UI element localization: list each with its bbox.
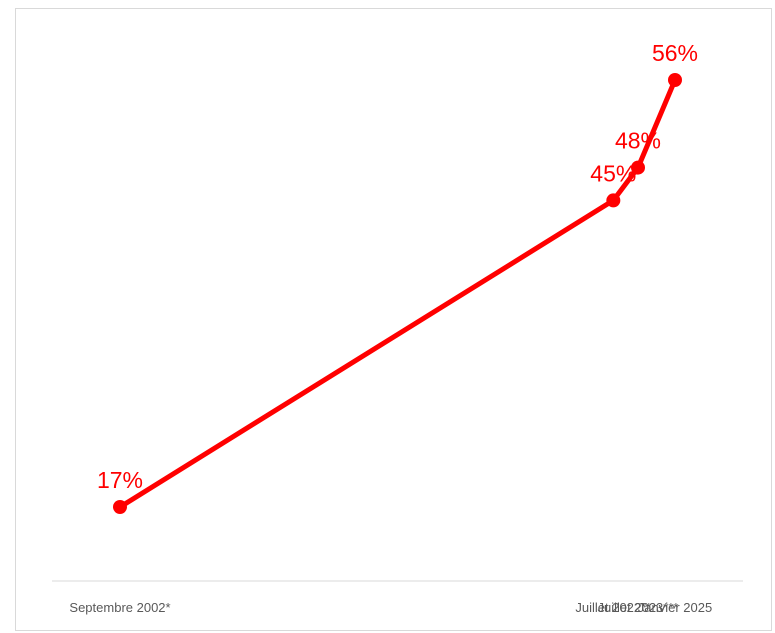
data-point-3 — [631, 160, 645, 175]
data-label-2: 45% — [590, 160, 636, 186]
data-label-4: 56% — [652, 40, 698, 66]
x-tick-label-2: Juillet 2022** — [575, 600, 651, 615]
data-point-2 — [606, 193, 621, 208]
x-tick-label-3: Juillet 2023*** — [598, 600, 679, 615]
x-tick-labels-layer: Septembre 2002* Juillet 2022**Juillet 202… — [69, 600, 712, 615]
x-tick-label-1: Septembre 2002* — [69, 600, 170, 615]
data-label-1: 17% — [97, 467, 143, 493]
series-layer — [113, 73, 682, 514]
data-point-1 — [113, 500, 127, 514]
data-label-3: 48% — [615, 128, 661, 154]
data-labels-layer: 17% 45% 48% 56% — [97, 40, 698, 493]
x-tick-label-4: Janvier 2025 — [638, 600, 712, 615]
chart-frame — [15, 8, 772, 631]
series-line — [117, 77, 678, 510]
data-point-4 — [668, 73, 682, 87]
